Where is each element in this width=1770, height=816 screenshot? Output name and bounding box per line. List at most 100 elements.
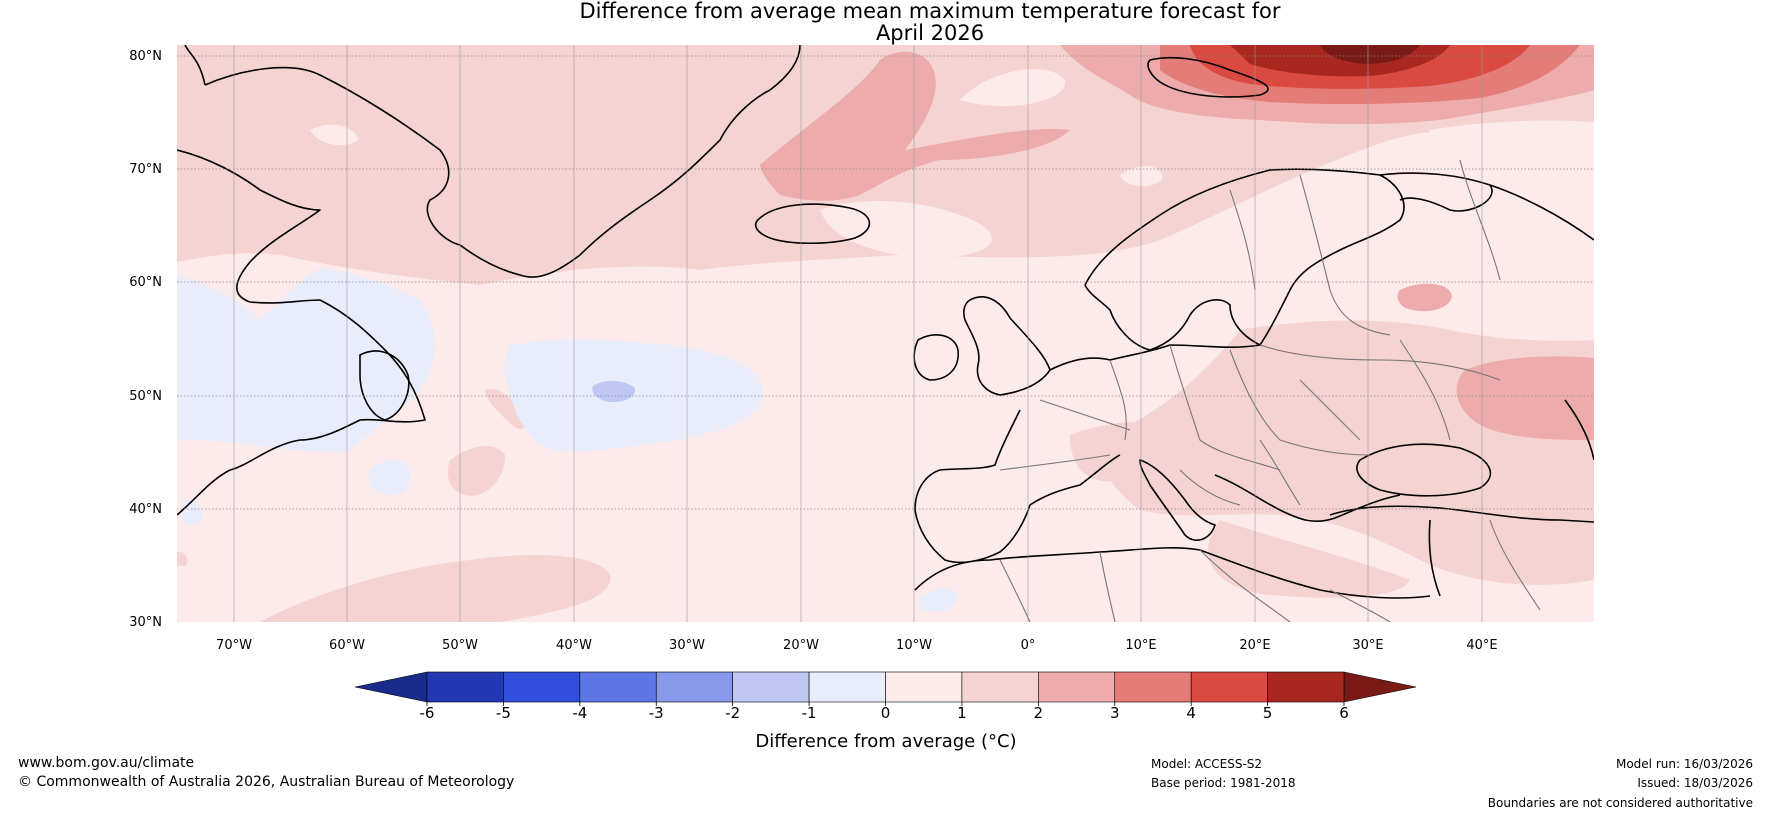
colorbar-bin [732,671,810,703]
canada-coast [177,149,426,516]
anomaly-zone-minus-1-to-0 [368,459,411,495]
colorbar-bin [1114,671,1192,703]
colorbar-tick-label: 5 [1263,704,1273,722]
colorbar: -6 -5 -4 -3 -2 -1 0 1 2 3 4 5 6 [354,671,1417,722]
anomaly-zone-1-to-2-atlantic [447,445,505,496]
colorbar-tick-label: 3 [1110,704,1120,722]
colorbar-bin [655,671,733,703]
colorbar-bin [1038,671,1116,703]
disclaimer-text: Boundaries are not considered authoritat… [1487,796,1753,810]
country-borders [999,159,1541,622]
colorbar-bin [1190,671,1268,703]
coastlines [177,45,1594,599]
anomaly-zone-1-to-2-atlantic [177,551,188,566]
colorbar-tick-label: 2 [1034,704,1044,722]
anomaly-zone-2-to-3-north [760,51,1070,201]
colorbar-bin [426,671,504,703]
colorbar-tick-label: -6 [420,704,435,722]
map-title-line-2: April 2026 [875,21,985,45]
base-period-text: Base period: 1981-2018 [1151,776,1296,790]
lon-label: 0° [1021,638,1036,653]
lon-label: 40°E [1466,638,1497,653]
colorbar-tick-label: 1 [957,704,967,722]
scandinavia-coast [1084,168,1405,351]
lon-label: 70°W [216,638,252,653]
anomaly-zone-minus-1-to-0 [177,268,435,453]
lat-label: 50°N [129,389,162,404]
anomaly-zone-0-to-1-island [310,124,358,146]
copyright-text: © Commonwealth of Australia 2026, Austra… [18,774,515,790]
lon-label: 20°W [783,638,819,653]
europe-west-coast [914,344,1261,564]
colorbar-bin [1267,671,1345,703]
issued-text: Issued: 18/03/2026 [1637,776,1753,790]
anomaly-zone-1-to-2-south [1208,520,1410,598]
greenland-coast [204,45,801,278]
lat-label: 70°N [129,162,162,177]
latitude-labels: 80°N 70°N 60°N 50°N 40°N 30°N [129,49,162,630]
anomaly-zone-1-to-2-atlantic [485,389,526,430]
colorbar-tick-label: -5 [496,704,511,722]
anomaly-zone-0-to-1-island [960,69,1066,107]
colorbar-extend-low [354,671,428,703]
lon-label: 60°W [329,638,365,653]
colorbar-tick-label: -4 [572,704,587,722]
map-panel [177,45,1594,622]
arctic-islands-coast [1147,56,1269,98]
greenland-west-coast [184,45,206,86]
map-title-line-1: Difference from average mean maximum tem… [579,0,1281,23]
anomaly-zone-minus-2-to-minus-1 [592,380,636,403]
longitude-labels: 70°W 60°W 50°W 40°W 30°W 20°W 10°W 0° 10… [216,638,1498,653]
colorbar-label: Difference from average (°C) [755,731,1016,752]
italy-coast [1139,459,1216,541]
website-link[interactable]: www.bom.gov.au/climate [18,755,195,771]
colorbar-tick-label: -1 [802,704,817,722]
colorbar-bin [808,671,886,703]
colorbar-bin [579,671,657,703]
balkans-coast [1214,474,1401,522]
anomaly-zone-0-to-1-island [1475,304,1594,347]
britain-coast [963,296,1051,396]
model-text: Model: ACCESS-S2 [1151,757,1263,771]
lon-label: 10°E [1125,638,1156,653]
kola-coast [1379,172,1493,212]
model-run-text: Model run: 16/03/2026 [1615,757,1753,771]
colorbar-bin [961,671,1039,703]
lon-label: 30°W [669,638,705,653]
meridians [233,45,1483,622]
graticule [177,55,1594,510]
colorbar-tick-label: -2 [725,704,740,722]
ireland-coast [913,334,959,381]
lat-label: 40°N [129,502,162,517]
turkey-coast [1329,505,1594,523]
caspian-coast [1564,399,1594,461]
iceland-coast [754,203,871,245]
colorbar-bin [885,671,963,703]
lon-label: 50°W [442,638,478,653]
colorbar-tick-label: 0 [881,704,891,722]
lon-label: 40°W [556,638,592,653]
lon-label: 10°W [896,638,932,653]
anomaly-zone-1-to-2-atlantic [260,555,611,622]
lon-label: 30°E [1352,638,1383,653]
anomaly-zone-minus-1-to-0 [505,339,763,452]
lat-label: 80°N [129,49,162,64]
anomaly-zone-above-6 [1320,45,1420,64]
anomaly-zone-minus-1-to-0 [920,588,958,612]
lat-label: 60°N [129,275,162,290]
colorbar-extend-high [1343,671,1417,703]
lon-label: 20°E [1239,638,1270,653]
colorbar-tick-label: 4 [1186,704,1196,722]
anomaly-zone-0-to-1-island [820,200,993,258]
colorbar-tick-label: -3 [649,704,664,722]
black-sea-coast [1356,443,1492,497]
colorbar-tick-label: 6 [1339,704,1349,722]
anomaly-zone-2-to-3-east [1397,283,1452,312]
anomaly-zone-1-to-2-europe [1070,422,1173,482]
colorbar-bin [503,671,581,703]
lat-label: 30°N [129,615,162,630]
newfoundland-coast [359,350,410,421]
russia-arctic-coast [1489,184,1594,241]
levant-coast [1428,519,1441,597]
